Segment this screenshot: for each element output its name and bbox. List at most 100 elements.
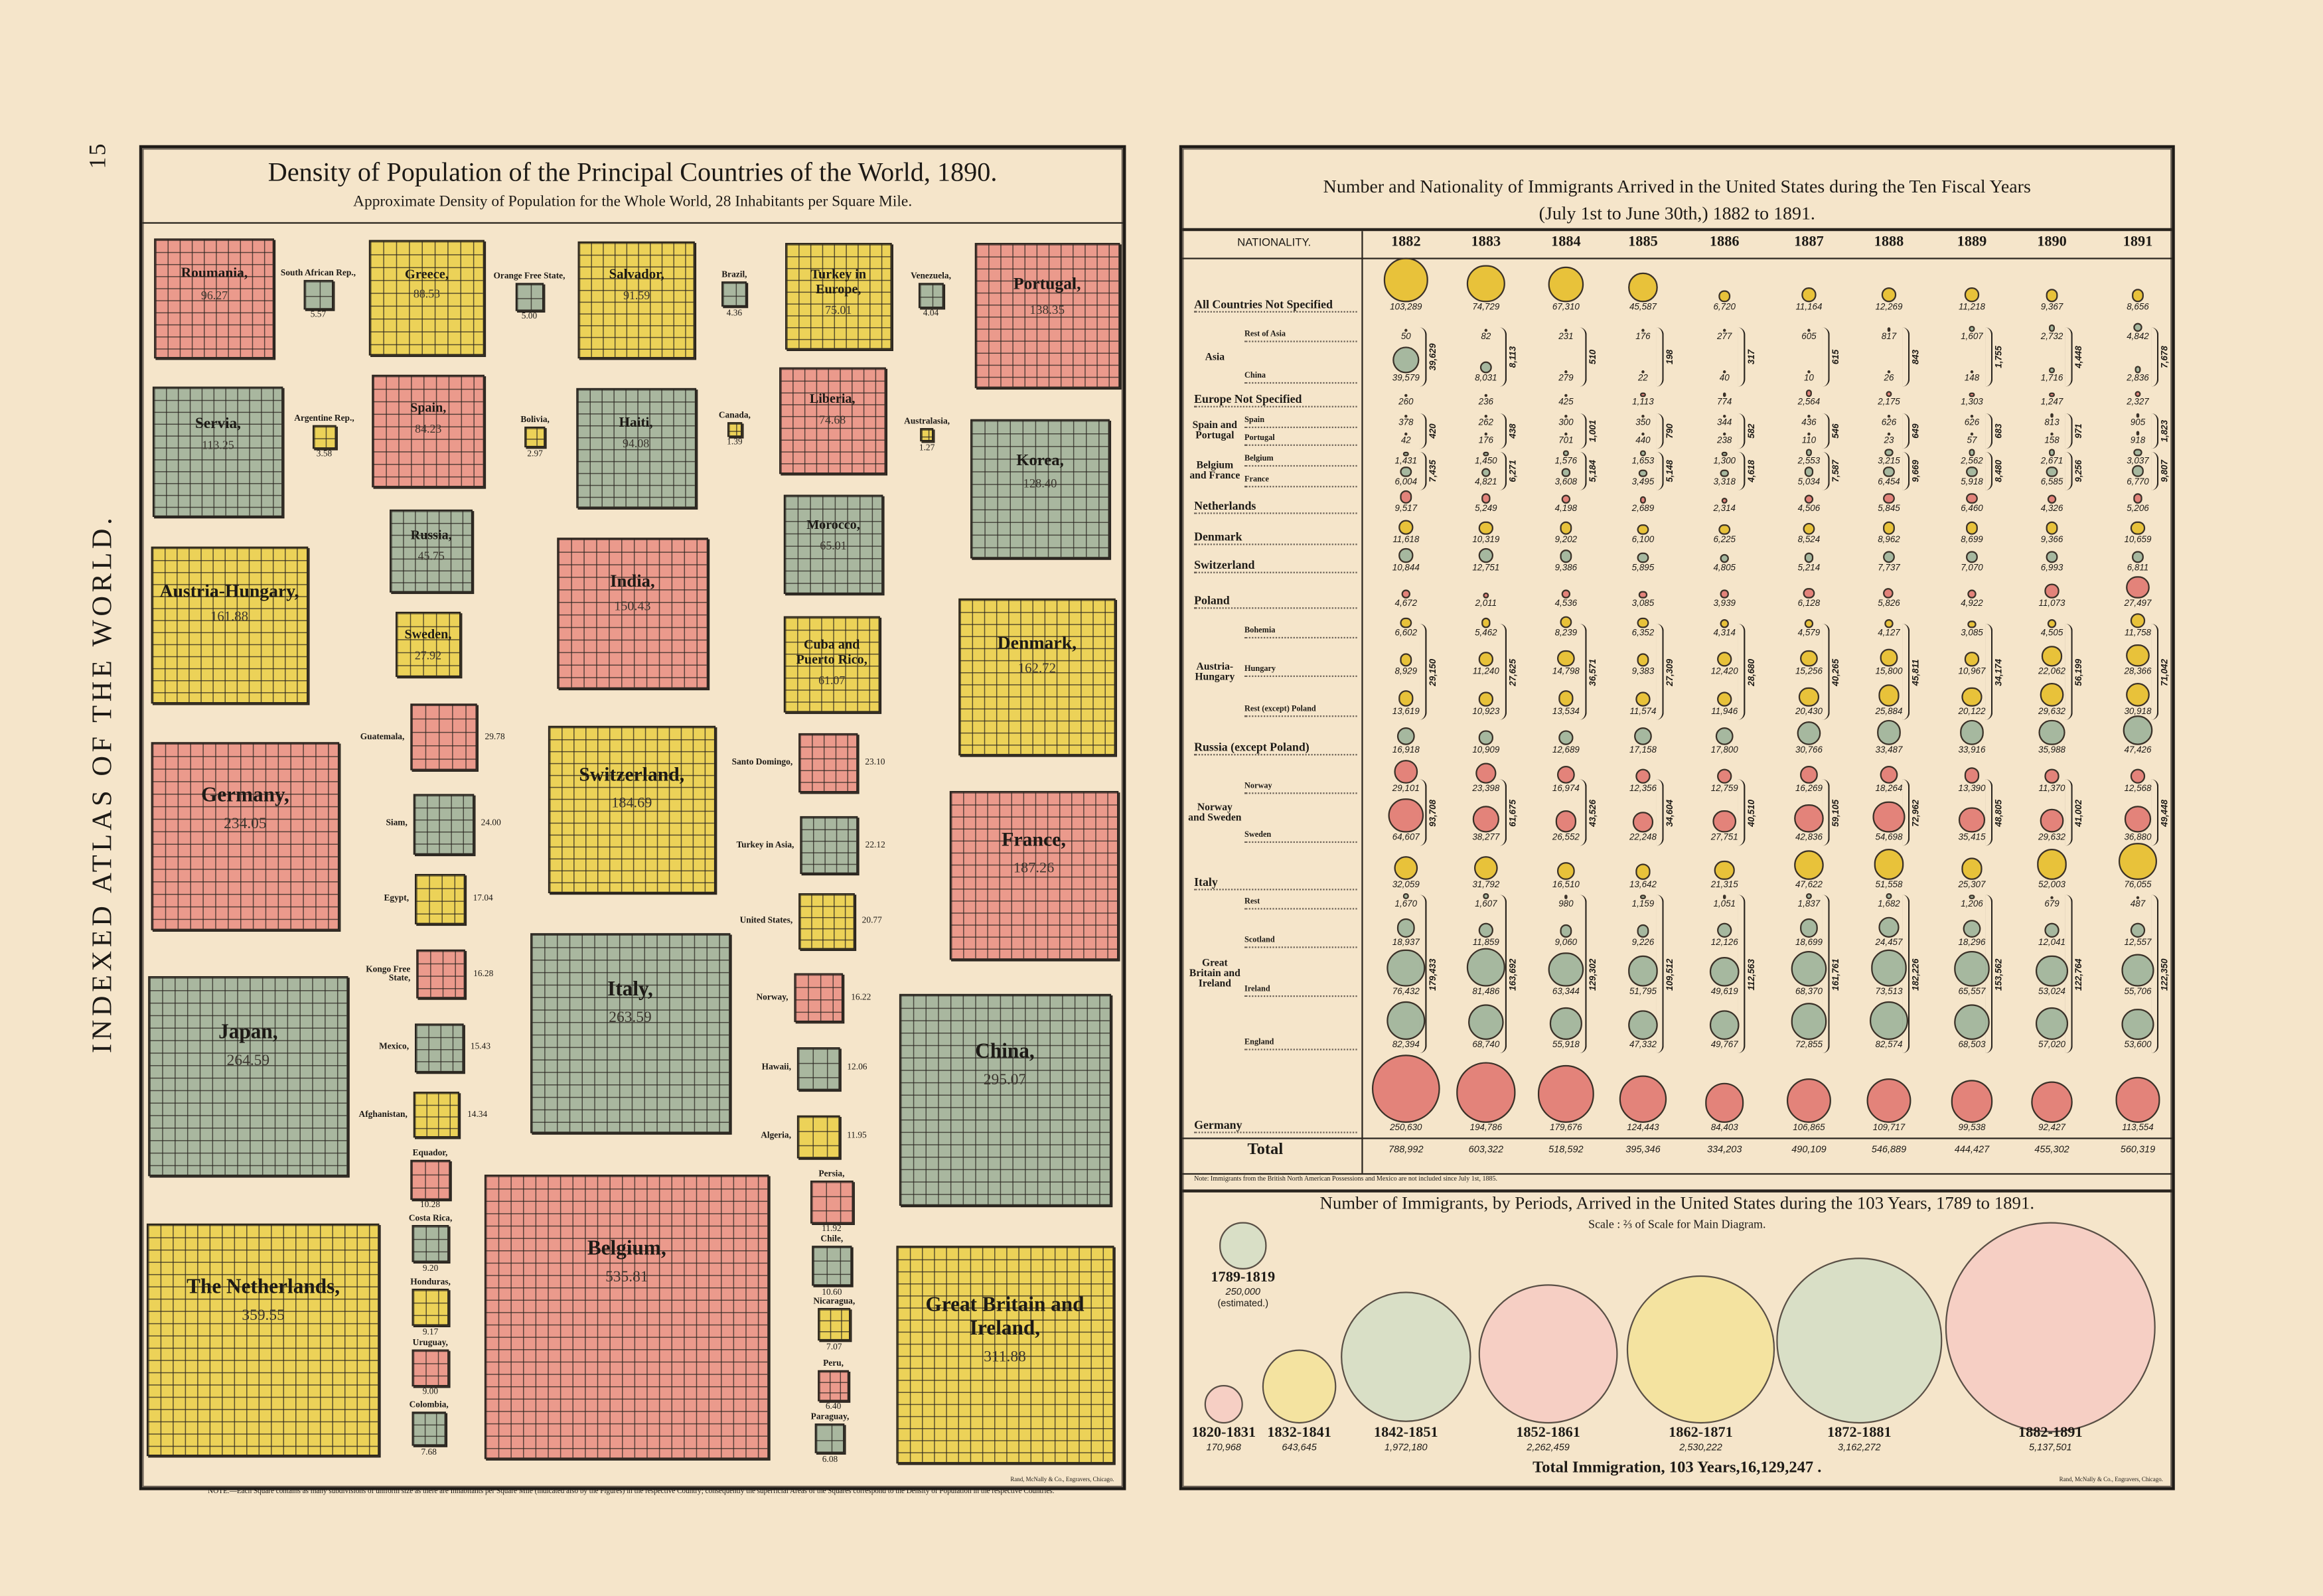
immigrant-circle	[1561, 494, 1570, 504]
country-name: Turkey in Asia,	[736, 840, 794, 850]
immigrant-count: 1,113	[1632, 398, 1654, 407]
immigrant-circle	[1716, 922, 1732, 938]
immigrant-count: 4,198	[1554, 505, 1578, 514]
group-brace	[2065, 413, 2073, 449]
immigrant-count: 1,450	[1475, 457, 1497, 467]
square-argentine-rep	[312, 425, 337, 449]
immigrant-circle	[2119, 842, 2157, 880]
period-label: 1842-1851	[1373, 1425, 1438, 1441]
group-total: 8,480	[1995, 460, 2005, 482]
immigrant-count: 1,206	[1961, 901, 1983, 910]
immigrant-circle	[2115, 1076, 2161, 1123]
immigrant-circle	[1804, 618, 1814, 628]
immigrant-count: 1,607	[1961, 333, 1983, 342]
square-haiti: Haiti, 94.08	[576, 388, 696, 508]
density-title: Density of Population of the Principal C…	[267, 157, 998, 187]
square-peru	[818, 1370, 849, 1402]
country-name: Liberia,	[809, 390, 856, 406]
leader-dots	[1244, 995, 1357, 997]
immigrant-circle	[1548, 267, 1584, 303]
immigrant-count: 679	[2044, 901, 2060, 910]
immigrant-circle	[1563, 451, 1569, 457]
immigrant-count: 68,740	[1472, 1041, 1500, 1051]
year-header: 1882	[1390, 234, 1421, 251]
immigrant-count: 905	[2130, 419, 2146, 429]
immigrant-circle	[1950, 1080, 1994, 1123]
square-egypt	[414, 873, 466, 925]
immigrant-circle	[1641, 369, 1645, 374]
immigrant-circle	[1564, 369, 1568, 374]
immigrant-circle	[1969, 326, 1975, 332]
square-algeria	[796, 1115, 840, 1158]
immigrant-count: 3,939	[1713, 600, 1736, 609]
group-brace	[1579, 623, 1587, 720]
immigrant-count: 1,303	[1961, 398, 1983, 407]
period-circle	[1262, 1349, 1337, 1424]
immigrant-count: 1,716	[2040, 374, 2063, 384]
group-brace	[1738, 451, 1746, 490]
immigrant-count: 27,497	[2124, 600, 2152, 609]
immigrant-count: 42	[1400, 437, 1411, 446]
immigrant-circle	[1882, 551, 1895, 563]
square-paraguay	[814, 1423, 846, 1454]
immigrant-circle	[2044, 768, 2060, 784]
immigrant-circle	[1880, 649, 1898, 667]
group-brace	[1499, 413, 1507, 449]
immigrant-count: 440	[1635, 437, 1651, 446]
leader-dots	[1244, 486, 1357, 488]
immigrant-count: 81,486	[1472, 987, 1500, 997]
immigrant-circle	[1388, 798, 1424, 833]
group-total: 41,002	[2075, 798, 2085, 826]
nationality-header: NATIONALITY.	[1237, 235, 1311, 249]
immigrant-count: 158	[2044, 437, 2060, 446]
immigrant-circle	[1709, 956, 1740, 987]
immigrant-circle	[1484, 431, 1488, 436]
immigrant-circle	[1564, 393, 1568, 398]
density-value: 23.10	[865, 758, 885, 768]
group-total: 546	[1833, 423, 1842, 439]
country-name: Algeria,	[761, 1132, 791, 1141]
immigrant-circle	[2133, 322, 2143, 332]
immigrant-circle	[1969, 894, 1975, 899]
group-total: 179,433	[1430, 958, 1439, 990]
period-count: 643,645	[1282, 1443, 1317, 1453]
immigrant-count: 12,126	[1710, 939, 1738, 948]
group-brace	[1985, 623, 1993, 720]
group-total: 56,199	[2075, 658, 2085, 686]
group-brace	[2065, 895, 2073, 1054]
square-nicaragua	[818, 1307, 851, 1341]
immigrant-circle	[1887, 369, 1891, 374]
title-divider	[142, 222, 1123, 224]
density-value: 3.58	[316, 451, 333, 460]
group-label: Austria-Hungary	[1195, 660, 1235, 682]
immigrant-circle	[1633, 727, 1652, 745]
group-brace	[1985, 451, 1993, 490]
square-chile	[812, 1246, 852, 1286]
country-name: Sweden,	[404, 626, 452, 641]
immigrant-circle	[1720, 589, 1729, 599]
total-divider	[1182, 1137, 2172, 1139]
immigrant-count: 76,055	[2124, 881, 2152, 891]
immigrant-count: 52,003	[2038, 881, 2066, 891]
group-total: 4,618	[1748, 460, 1758, 482]
leader-dots	[1194, 1131, 1357, 1133]
square-venezuela	[918, 283, 944, 308]
country-name: Colombia,	[409, 1400, 449, 1410]
country-name: Switzerland,	[579, 762, 685, 785]
leader-dots	[1244, 340, 1357, 342]
immigrant-circle	[1639, 591, 1647, 599]
immigrant-count: 2,564	[1797, 398, 1821, 407]
immigrant-circle	[1715, 727, 1734, 745]
square-roumania: Roumania, 96.27	[154, 238, 275, 360]
immigrant-circle	[1799, 687, 1819, 707]
immigrant-circle	[1720, 618, 1729, 628]
group-total: 40,510	[1748, 798, 1758, 826]
country-name: Norway,	[756, 993, 788, 1003]
group-total: 4,448	[2075, 346, 2085, 368]
immigrant-count: 3,215	[1878, 457, 1900, 467]
country-name: Morocco,	[806, 516, 860, 532]
table-bottom-divider	[1182, 1173, 2172, 1175]
group-brace	[1823, 413, 1830, 449]
immigrant-count: 4,821	[1475, 478, 1497, 488]
immigrant-circle	[1386, 948, 1425, 987]
